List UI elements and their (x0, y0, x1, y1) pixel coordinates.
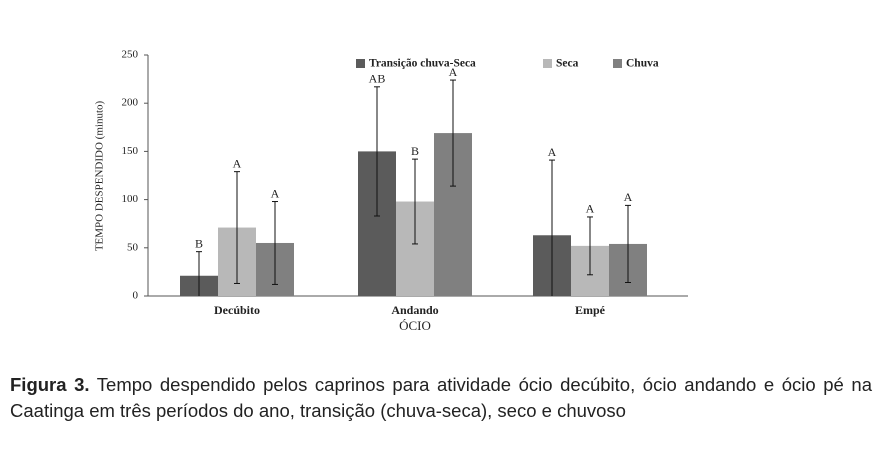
significance-label: A (271, 186, 280, 200)
y-tick-label: 150 (122, 145, 139, 157)
legend-label: Transição chuva-Seca (369, 58, 476, 70)
significance-label: A (548, 145, 557, 159)
legend-label: Chuva (626, 58, 659, 70)
y-tick-label: 250 (122, 49, 139, 61)
chart: TEMPO DESPENDIDO (minuto) ÓCIO 0 50 100 150… (94, 49, 688, 333)
caption: Figura 3. Tempo despendido pelos caprino… (10, 372, 872, 424)
significance-label: AB (369, 72, 386, 86)
significance-label: A (624, 190, 633, 204)
legend-swatch (356, 59, 365, 68)
significance-label: A (233, 156, 242, 170)
y-axis-label: TEMPO DESPENDIDO (minuto) (94, 101, 106, 252)
x-axis-label: ÓCIO (399, 318, 431, 333)
y-tick-label: 50 (127, 241, 139, 253)
significance-label: A (586, 202, 595, 216)
caption-text: Tempo despendido pelos caprinos para ati… (10, 374, 872, 421)
x-tick-label: Empé (575, 303, 606, 317)
legend-swatch (613, 59, 622, 68)
significance-label: B (195, 236, 203, 250)
x-tick-label: Decúbito (214, 303, 260, 317)
significance-label: B (411, 144, 419, 158)
x-tick-label: Andando (391, 303, 438, 317)
y-tick-label: 200 (122, 97, 139, 109)
plot-area (180, 79, 647, 296)
caption-label: Figura 3. (10, 374, 90, 395)
legend-label: Seca (556, 58, 579, 70)
significance-label: A (449, 65, 458, 79)
y-tick-label: 100 (122, 193, 139, 205)
legend-swatch (543, 59, 552, 68)
y-tick-label: 0 (133, 290, 139, 302)
